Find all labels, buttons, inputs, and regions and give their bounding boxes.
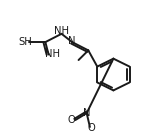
Text: N: N	[83, 108, 90, 118]
Text: O: O	[68, 115, 76, 125]
Text: SH: SH	[18, 37, 32, 47]
Text: NH: NH	[54, 26, 69, 36]
Text: NH: NH	[45, 49, 60, 59]
Text: N: N	[68, 36, 75, 46]
Text: O: O	[88, 123, 96, 133]
